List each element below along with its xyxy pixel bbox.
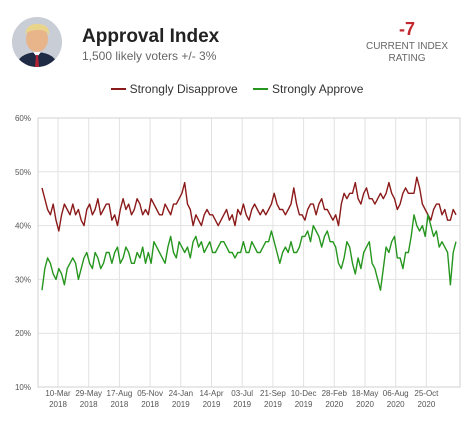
x-tick-label-year: 2019 — [172, 400, 190, 409]
legend-swatch-disapprove — [110, 87, 126, 90]
x-tick-label-year: 2019 — [264, 400, 282, 409]
x-tick-label-year: 2020 — [325, 400, 343, 409]
y-tick-label: 30% — [15, 275, 31, 284]
sample-subtitle: 1,500 likely voters +/- 3% — [82, 49, 217, 63]
x-tick-label: 25-Oct — [414, 389, 439, 398]
x-tick-label: 21-Sep — [260, 389, 286, 398]
y-tick-label: 50% — [15, 168, 31, 177]
x-tick-label: 03-Jul — [231, 389, 253, 398]
y-tick-label: 60% — [15, 114, 31, 123]
portrait-icon — [12, 17, 62, 67]
avatar — [12, 17, 62, 67]
x-tick-label-year: 2019 — [295, 400, 313, 409]
legend-item-approve: Strongly Approve — [253, 82, 363, 96]
x-tick-label-year: 2020 — [356, 400, 374, 409]
x-tick-label: 29-May — [75, 389, 102, 398]
x-tick-label-year: 2020 — [387, 400, 405, 409]
x-tick-label: 18-May — [352, 389, 379, 398]
x-tick-label-year: 2018 — [141, 400, 159, 409]
page-title: Approval Index — [82, 26, 220, 47]
x-tick-label: 24-Jan — [169, 389, 193, 398]
x-tick-label-year: 2019 — [203, 400, 221, 409]
x-tick-label-year: 2018 — [49, 400, 67, 409]
x-tick-label: 05-Nov — [137, 389, 163, 398]
series-line-strongly-disapprove — [41, 176, 457, 232]
x-tick-label: 28-Feb — [322, 389, 348, 398]
plot-border — [37, 117, 461, 388]
legend-swatch-approve — [253, 87, 268, 90]
y-tick-label: 10% — [15, 383, 31, 392]
legend-label: Strongly Approve — [272, 82, 364, 96]
approval-line-chart: 10% 20% 30% 40% 50% 60% 10-Mar 2018 29-May 2018 17… — [15, 114, 461, 409]
x-tick-label-year: 2018 — [80, 400, 98, 409]
header: Approval Index 1,500 likely voters +/- 3… — [0, 0, 474, 80]
chart-legend: Strongly Disapprove Strongly Approve — [0, 82, 474, 98]
x-tick-label: 10-Dec — [291, 389, 317, 398]
x-tick-label-year: 2018 — [111, 400, 129, 409]
y-tick-label: 20% — [15, 329, 31, 338]
y-tick-label: 40% — [15, 222, 31, 231]
x-tick-label-year: 2019 — [233, 400, 251, 409]
index-value: -7 — [398, 19, 415, 39]
x-tick-label: 06-Aug — [383, 389, 409, 398]
x-tick-label: 10-Mar — [45, 389, 71, 398]
x-tick-label: 17-Aug — [107, 389, 133, 398]
legend-item-disapprove: Strongly Disapprove — [110, 82, 238, 96]
legend-label: Strongly Disapprove — [129, 82, 238, 96]
x-tick-label: 14-Apr — [199, 389, 223, 398]
series-line-strongly-approve — [41, 214, 457, 291]
index-label: CURRENT INDEX RATING — [365, 41, 449, 64]
x-tick-label-year: 2020 — [418, 400, 436, 409]
